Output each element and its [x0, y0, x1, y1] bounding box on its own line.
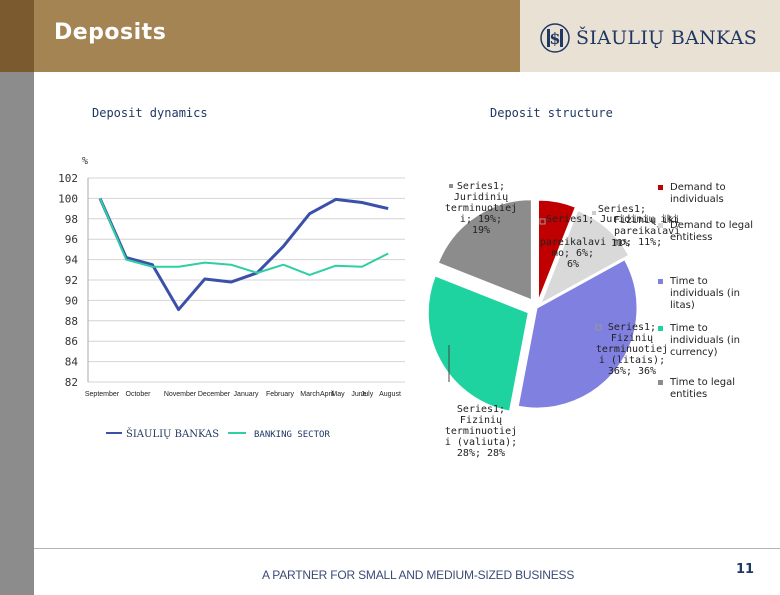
- x-tick-label: December: [198, 391, 231, 398]
- footer-divider: [34, 548, 780, 549]
- x-tick-label: March: [300, 391, 320, 398]
- x-tick-label: October: [126, 391, 152, 398]
- legend-label: BANKING SECTOR: [254, 430, 330, 440]
- x-tick-label: July: [361, 391, 374, 398]
- pie-slice: [517, 259, 638, 409]
- x-tick-label: November: [164, 391, 197, 398]
- label-marker: [539, 218, 546, 225]
- series-line-siauliu-bankas: [98, 197, 389, 312]
- page-number: 11: [736, 562, 755, 577]
- y-axis-label: %: [82, 156, 88, 167]
- pie-data-label-cont: Fizinių iki pareikalavi mo; 11%;: [614, 215, 680, 248]
- pie-data-label-cont: 11%: [611, 238, 629, 249]
- series-line-banking-sector: [99, 198, 389, 276]
- deposit-dynamics-title: Deposit dynamics: [92, 106, 208, 120]
- y-tick-label: 90: [65, 294, 78, 307]
- y-tick-label: 82: [65, 376, 78, 389]
- y-tick-label: 100: [58, 192, 78, 205]
- legend-label: Time to individuals (in currency): [669, 323, 740, 358]
- y-tick-label: 98: [65, 213, 78, 226]
- y-tick-label: 86: [65, 335, 78, 348]
- x-tick-label: April: [320, 391, 334, 398]
- pie-data-label: Series1; Juridinių terminuotiej i; 19%; 19%: [445, 181, 517, 236]
- deposit-structure-title: Deposit structure: [490, 106, 613, 120]
- y-tick-label: 92: [65, 274, 78, 287]
- pie-slice: [427, 275, 529, 412]
- x-tick-label: February: [266, 391, 295, 398]
- x-tick-label: January: [234, 391, 259, 398]
- legend-swatch: [658, 185, 663, 190]
- pie-slice: [537, 199, 576, 301]
- legend-swatch: [658, 223, 663, 228]
- emblem-glyph: $: [549, 29, 560, 48]
- bank-logo: $ ŠIAULIŲ BANKAS: [540, 18, 757, 58]
- x-tick-label: June: [351, 391, 366, 398]
- x-tick-label: September: [85, 391, 120, 398]
- label-marker: [592, 211, 596, 215]
- y-tick-label: 84: [65, 356, 79, 369]
- legend-label: Demand to individuals: [670, 182, 726, 205]
- legend-swatch: [658, 279, 663, 284]
- y-tick-label: 94: [65, 254, 79, 267]
- y-tick-label: 96: [65, 233, 78, 246]
- pie-slice: [539, 209, 630, 305]
- x-tick-label: August: [379, 391, 401, 398]
- pie-data-label: Series1; Juridinių iki: [546, 214, 678, 225]
- legend-label: Time to individuals (in litas): [669, 276, 740, 311]
- logo-text: ŠIAULIŲ BANKAS: [576, 27, 758, 49]
- pie-data-label: Series1; Fizinių terminuotiej i (litais); 36…: [596, 322, 668, 377]
- label-marker: [449, 184, 453, 188]
- legend-label: Demand to legal entitiess: [670, 220, 753, 243]
- page-title: Deposits: [54, 20, 167, 45]
- label-marker: [595, 324, 602, 331]
- legend-swatch: [658, 380, 663, 385]
- pie-data-label-cont: pareikalavi mo; 6%; 6%: [540, 237, 606, 270]
- x-tick-label: May: [331, 391, 345, 398]
- legend-label: ŠIAULIŲ BANKAS: [126, 428, 219, 440]
- y-tick-label: 88: [65, 315, 78, 328]
- footer-tagline: A PARTNER FOR SMALL AND MEDIUM-SIZED BUS…: [262, 568, 575, 582]
- legend-label: Time to legal entities: [669, 377, 735, 400]
- left-stripe: [0, 0, 34, 595]
- pie-slice: [437, 199, 532, 301]
- legend-swatch: [658, 326, 663, 331]
- pie-data-label: Series1; Fizinių terminuotiej i (valiuta); 2…: [445, 404, 517, 459]
- y-tick-label: 102: [58, 172, 78, 185]
- header-accent: [0, 0, 34, 72]
- pie-data-label: Series1;: [598, 204, 646, 215]
- header-band: [34, 0, 520, 72]
- bank-emblem-icon: $: [540, 23, 570, 53]
